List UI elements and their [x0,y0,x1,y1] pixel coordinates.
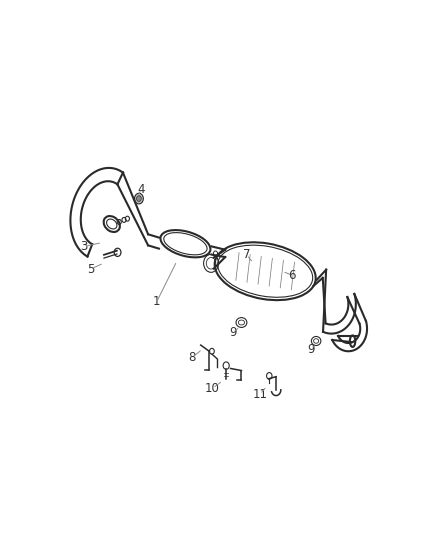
Text: 4: 4 [138,183,145,196]
Text: 10: 10 [205,382,220,394]
Text: 3: 3 [80,240,87,253]
Text: 9: 9 [229,326,237,340]
Circle shape [137,196,141,201]
Circle shape [134,193,143,204]
Text: 7: 7 [243,248,250,261]
Text: 11: 11 [253,388,268,401]
Text: 8: 8 [188,351,196,364]
Text: 9: 9 [307,343,315,356]
Text: 1: 1 [153,295,160,309]
Text: 5: 5 [87,263,94,276]
Text: 6: 6 [289,269,296,282]
